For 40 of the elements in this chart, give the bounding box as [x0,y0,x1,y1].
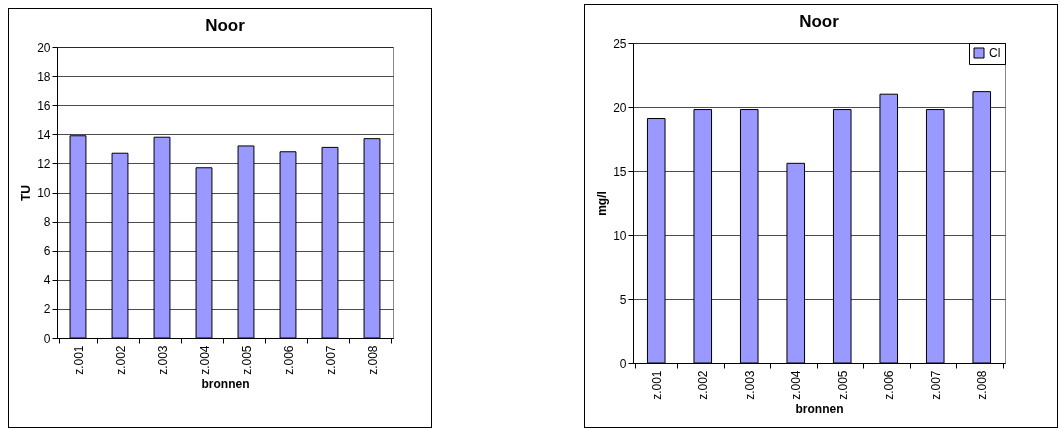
y-tick-label: 4 [43,273,51,288]
x-tick-label: z.001 [71,345,86,375]
x-axis-title: bronnen [201,376,250,391]
x-tick-label: z.003 [155,345,170,375]
x-tick-label: z.002 [696,370,711,400]
x-tick-label: z.003 [742,370,757,400]
x-tick-label: z.008 [365,345,380,375]
y-tick-label: 0 [619,356,627,371]
y-tick-label: 15 [613,164,627,179]
y-tick-label: 8 [43,215,51,230]
y-tick-label: 12 [37,156,51,171]
x-tick-label: z.005 [239,345,254,375]
x-tick-label: z.006 [281,345,296,375]
y-tick-label: 5 [619,292,627,307]
x-tick-label: z.006 [882,370,897,400]
chart-title: Noor [205,16,246,35]
y-tick-label: 20 [37,40,51,55]
x-tick-label: z.008 [975,370,990,400]
y-axis-title: TU [19,185,34,201]
y-tick-label: 10 [613,228,627,243]
y-tick-label: 6 [43,244,51,259]
y-tick-label: 18 [37,69,51,84]
y-tick-label: 20 [613,100,627,115]
x-tick-label: z.004 [197,345,212,375]
y-tick-label: 10 [37,186,51,200]
x-tick-label: z.004 [789,370,804,400]
x-tick-label: z.002 [113,345,128,375]
x-tick-label: z.005 [835,370,850,400]
y-tick-label: 14 [37,127,51,142]
y-axis-title: mg/l [595,191,610,216]
y-tick-label: 16 [37,98,51,113]
y-tick-label: 0 [43,331,51,346]
y-tick-label: 2 [43,302,51,317]
x-tick-label: z.001 [649,370,664,400]
x-tick-label: z.007 [928,370,943,400]
x-tick-label: z.007 [323,345,338,375]
legend-label: Cl [989,46,1001,60]
x-axis-title: bronnen [795,401,844,416]
y-tick-label: 25 [613,36,627,51]
chart-title: Noor [799,12,840,31]
